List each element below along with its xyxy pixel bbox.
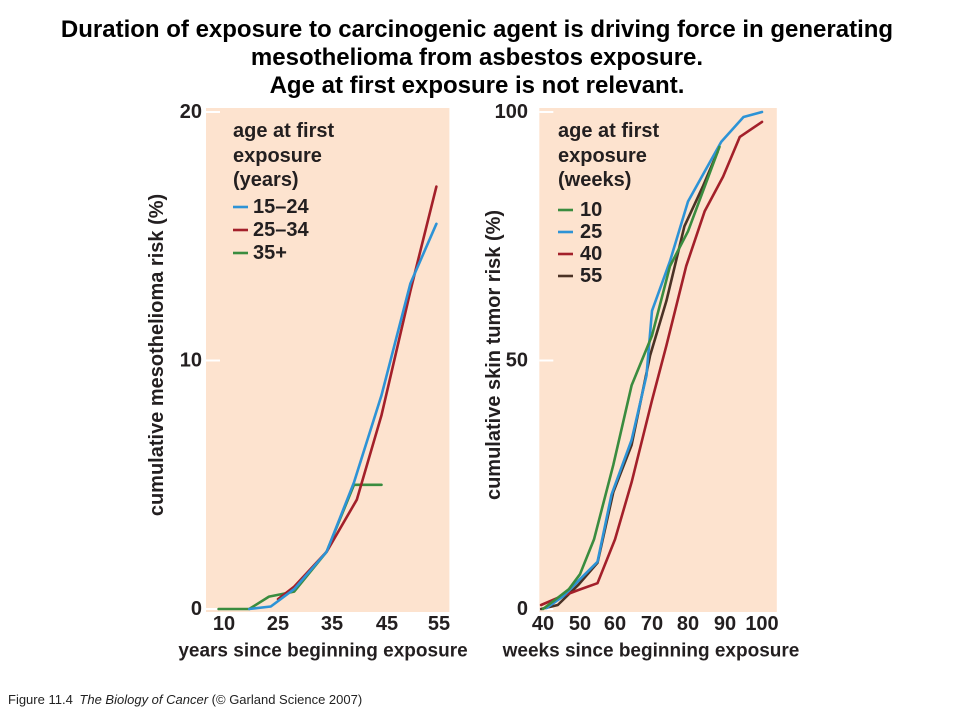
x-tick-label: 100 bbox=[745, 613, 778, 635]
y-tick-label: 20 bbox=[180, 101, 202, 123]
legend-title-line: age at first bbox=[558, 120, 659, 142]
x-tick-label: 40 bbox=[532, 613, 554, 635]
x-tick-label: 55 bbox=[428, 613, 450, 635]
x-tick-label: 80 bbox=[677, 613, 699, 635]
skin-tumor-risk-chart: 0 50 100 40 50 60 70 80 90 100 weeks since beginni… bbox=[483, 101, 799, 662]
y-tick-label: 50 bbox=[506, 350, 528, 372]
x-tick-label: 90 bbox=[714, 613, 736, 635]
slide-title: Duration of exposure to carcinogenic age… bbox=[0, 16, 954, 100]
series-line-25-34 bbox=[276, 185, 438, 601]
legend-label-15-24: 15–24 bbox=[253, 196, 309, 218]
legend-label-25-34: 25–34 bbox=[253, 219, 309, 241]
legend-label-40: 40 bbox=[580, 243, 602, 265]
caption-credit: (© Garland Science 2007) bbox=[211, 692, 363, 707]
legend-label-10: 10 bbox=[580, 199, 602, 221]
x-tick-label: 35 bbox=[321, 613, 343, 635]
legend-title-line: exposure bbox=[233, 145, 322, 167]
x-tick-label: 50 bbox=[569, 613, 591, 635]
series-line-15-24 bbox=[247, 222, 438, 611]
y-tick-label: 10 bbox=[180, 350, 202, 372]
legend-title-line: exposure bbox=[558, 145, 647, 167]
title-line-3: Age at first exposure is not relevant. bbox=[269, 72, 685, 99]
plot-background bbox=[206, 108, 450, 612]
legend-label-25: 25 bbox=[580, 221, 602, 243]
x-axis-title: years since beginning exposure bbox=[178, 641, 467, 662]
title-line-1: Duration of exposure to carcinogenic age… bbox=[60, 16, 894, 43]
x-tick-label: 70 bbox=[641, 613, 663, 635]
caption-book-title: The Biology of Cancer bbox=[79, 692, 209, 707]
caption-figure-number: Figure 11.4 bbox=[8, 692, 73, 707]
figure-caption: Figure 11.4 The Biology of Cancer (© Gar… bbox=[8, 692, 362, 708]
series-line-40 bbox=[539, 120, 764, 607]
x-tick-label: 10 bbox=[213, 613, 235, 635]
x-tick-label: 45 bbox=[376, 613, 398, 635]
series-lines bbox=[217, 185, 438, 611]
y-tick-label: 0 bbox=[191, 598, 202, 620]
series-line-10 bbox=[541, 145, 721, 611]
mesothelioma-risk-chart: 0 10 20 10 25 35 45 55 years since beginning exp… bbox=[146, 101, 468, 662]
legend-label-55: 55 bbox=[580, 265, 602, 287]
plot-background bbox=[539, 108, 777, 612]
x-tick-label: 60 bbox=[604, 613, 626, 635]
legend-label-35: 35+ bbox=[253, 242, 287, 264]
y-tick-label: 100 bbox=[495, 101, 528, 123]
x-tick-label: 25 bbox=[267, 613, 289, 635]
x-axis-title: weeks since beginning exposure bbox=[502, 641, 800, 662]
legend-title-line: age at first bbox=[233, 120, 334, 142]
y-tick-label: 0 bbox=[517, 598, 528, 620]
y-axis-title: cumulative skin tumor risk (%) bbox=[483, 210, 505, 500]
y-axis-title: cumulative mesothelioma risk (%) bbox=[146, 194, 168, 516]
legend-title-line: (weeks) bbox=[558, 169, 631, 191]
title-line-2: mesothelioma from asbestos exposure. bbox=[250, 44, 704, 71]
series-lines bbox=[539, 110, 764, 611]
legend-title-line: (years) bbox=[233, 169, 299, 191]
